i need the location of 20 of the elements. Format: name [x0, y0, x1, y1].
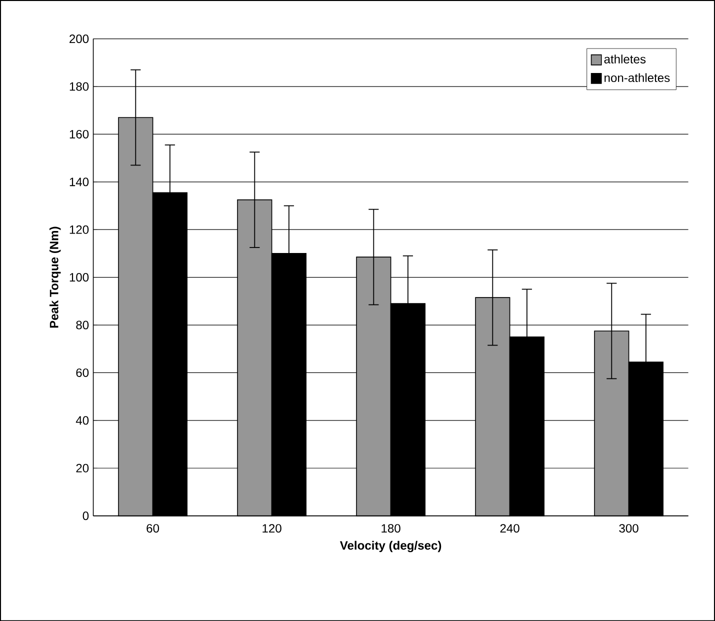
x-tick-label: 240	[500, 524, 520, 533]
y-tick-label: 120	[70, 225, 89, 234]
x-tick-label: 300	[619, 524, 638, 533]
y-tick-label: 100	[70, 272, 89, 282]
x-axis-title: Velocity (deg/sec)	[340, 540, 442, 552]
y-tick-label: 60	[76, 368, 89, 377]
y-tick-label: 180	[70, 82, 89, 91]
y-axis-title: Peak Torque (Nm)	[49, 226, 61, 328]
legend-label: non-athletes	[604, 73, 670, 82]
x-tick-label: 120	[262, 524, 282, 533]
legend-label: athletes	[604, 54, 646, 64]
y-tick-label: 80	[76, 320, 89, 330]
y-tick-label: 140	[70, 178, 89, 186]
y-tick-label: 0	[82, 511, 89, 520]
x-tick-label: 180	[382, 524, 400, 533]
y-tick-label: 40	[76, 416, 89, 425]
y-tick-label: 200	[70, 34, 89, 43]
y-tick-label: 20	[76, 464, 89, 472]
y-tick-label: 160	[70, 130, 89, 138]
x-tick-label: 60	[146, 524, 160, 533]
